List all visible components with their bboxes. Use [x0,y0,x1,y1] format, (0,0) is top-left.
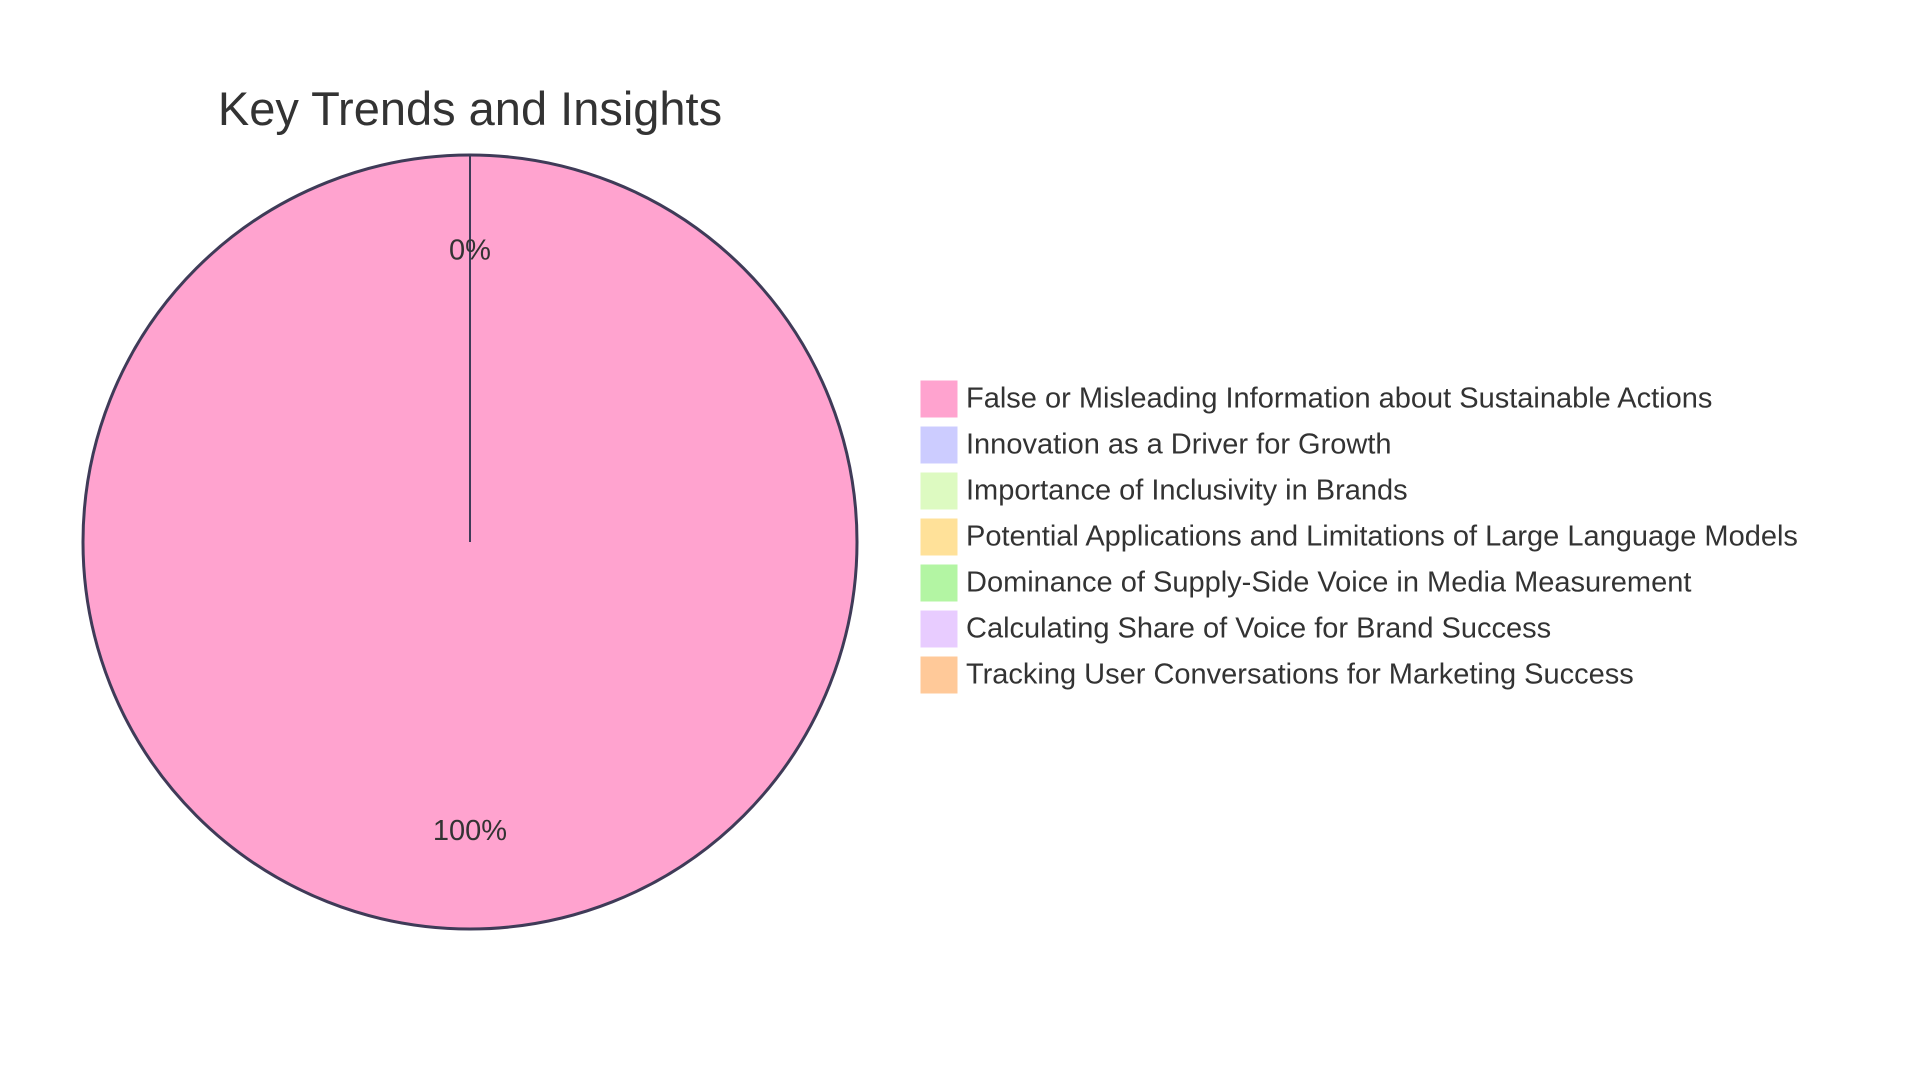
legend-label: Innovation as a Driver for Growth [966,429,1392,461]
legend-swatch [919,609,959,649]
legend-swatch [919,379,959,419]
slice-percent-label: 0% [449,234,491,266]
legend-label: False or Misleading Information about Su… [966,383,1712,415]
pie-slices [81,153,859,931]
legend-label: Calculating Share of Voice for Brand Suc… [966,613,1551,645]
legend-label: Potential Applications and Limitations o… [966,521,1798,553]
legend-swatch [919,655,959,695]
legend-label: Dominance of Supply-Side Voice in Media … [966,567,1691,599]
chart-title: Key Trends and Insights [218,82,722,135]
slice-percent-label: 100% [433,815,507,847]
legend: False or Misleading Information about Su… [919,379,1798,695]
legend-label: Tracking User Conversations for Marketin… [966,659,1634,691]
legend-swatch [919,563,959,603]
pie-slice-labels: 100% 0% [433,234,507,847]
legend-label: Importance of Inclusivity in Brands [966,475,1408,507]
legend-swatch [919,425,959,465]
legend-swatch [919,517,959,557]
legend-swatch [919,471,959,511]
